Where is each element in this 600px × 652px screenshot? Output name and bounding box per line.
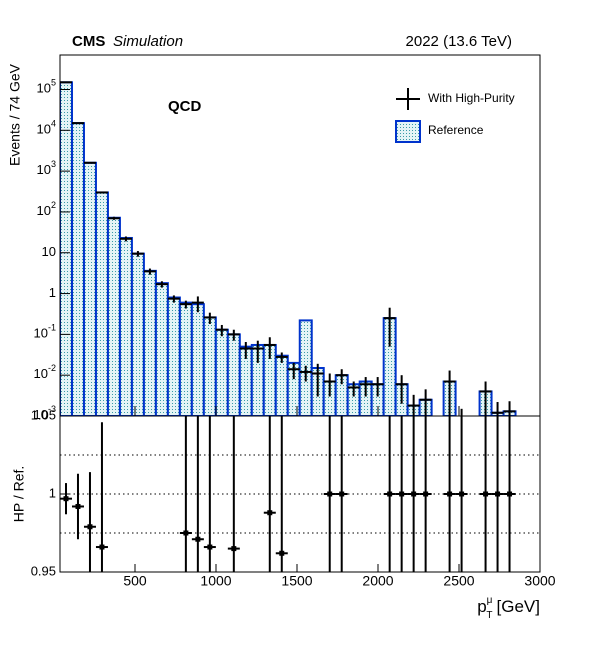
- y-tick-label: 102: [37, 200, 56, 218]
- histogram-bin: [154, 282, 169, 416]
- x-tick-label: 2500: [443, 573, 474, 589]
- marker: [279, 550, 285, 556]
- experiment-label: CMS: [72, 33, 105, 50]
- x-title-sub: T: [486, 610, 492, 621]
- histogram-bin: [214, 328, 229, 416]
- energy-label: 2022 (13.6 TeV): [406, 33, 512, 50]
- x-tick-label: 3000: [524, 573, 555, 589]
- marker: [327, 491, 333, 497]
- y-tick-label: 0.95: [31, 563, 56, 578]
- x-tick-label: 2000: [362, 573, 393, 589]
- histogram-bin: [166, 296, 181, 416]
- y-tick-label: 10-3: [34, 404, 56, 422]
- marker: [231, 546, 237, 552]
- y-tick-label: 1.05: [31, 407, 56, 422]
- y-tick-label: 10-2: [34, 364, 56, 382]
- marker: [507, 491, 513, 497]
- histogram-bin: [178, 301, 193, 416]
- marker: [267, 510, 273, 516]
- histogram-bin: [82, 161, 97, 416]
- marker: [207, 544, 213, 550]
- x-axis-title: pμ T [GeV]: [477, 595, 540, 621]
- marker: [495, 491, 501, 497]
- histogram-bin: [190, 303, 205, 416]
- marker: [483, 491, 489, 497]
- histogram-bin: [106, 216, 121, 416]
- histogram-bin: [118, 236, 133, 416]
- x-title-unit: [GeV]: [497, 597, 540, 616]
- histogram-bin: [142, 269, 157, 416]
- x-title-sup: μ: [487, 595, 493, 606]
- legend-swatch: [395, 120, 421, 143]
- marker: [87, 524, 93, 530]
- marker: [459, 491, 465, 497]
- x-title-symbol: p: [477, 597, 486, 616]
- marker: [99, 544, 105, 550]
- histogram-bin: [274, 354, 289, 416]
- top-plot-area: [60, 81, 517, 416]
- status-label: Simulation: [113, 33, 183, 50]
- ratio-y-axis-title: HP / Ref.: [11, 466, 27, 523]
- marker: [399, 491, 405, 497]
- histogram-bin: [60, 81, 73, 416]
- marker: [339, 491, 345, 497]
- marker: [195, 536, 201, 542]
- y-tick-label: 104: [37, 119, 56, 137]
- y-tick-label: 10-1: [34, 323, 56, 341]
- x-tick-label: 1000: [200, 573, 231, 589]
- x-tick-label: 500: [123, 573, 147, 589]
- legend-label: With High-Purity: [428, 91, 515, 105]
- legend-label: Reference: [428, 123, 484, 137]
- y-axis-title: Events / 74 GeV: [7, 63, 23, 166]
- axes: [59, 54, 541, 573]
- marker: [387, 491, 393, 497]
- ratio-plot-area: [60, 416, 540, 572]
- marker: [423, 491, 429, 497]
- y-tick-label: 1: [49, 285, 56, 300]
- x-tick-label: 1500: [281, 573, 312, 589]
- histogram-bin: [130, 252, 145, 416]
- histogram-bin: [202, 316, 217, 416]
- y-tick-label: 105: [37, 78, 56, 96]
- histogram-bin: [94, 191, 109, 416]
- marker: [75, 503, 81, 509]
- marker: [447, 491, 453, 497]
- marker: [411, 491, 417, 497]
- marker: [63, 496, 69, 502]
- y-tick-label: 10: [42, 244, 56, 259]
- y-tick-label: 103: [37, 159, 56, 177]
- annotation: QCD: [168, 98, 202, 115]
- histogram-bin: [226, 333, 241, 416]
- histogram-bin: [70, 122, 85, 416]
- marker: [183, 530, 189, 536]
- y-tick-label: 1: [49, 485, 56, 500]
